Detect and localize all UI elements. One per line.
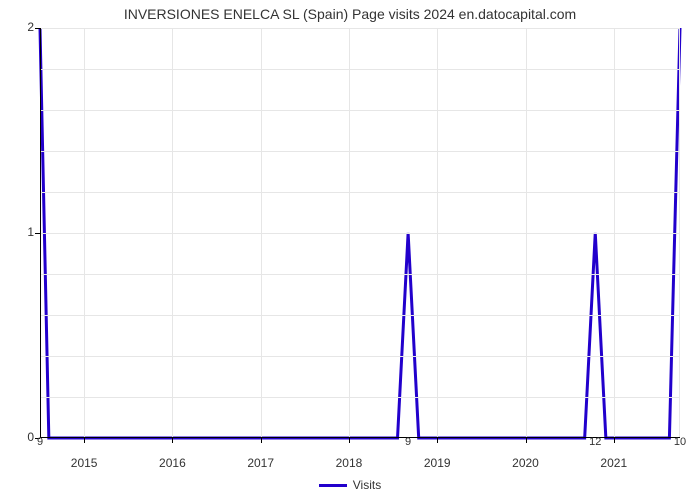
x-tick-label: 2019 [424, 456, 451, 470]
x-tick [261, 438, 262, 443]
x-tick [172, 438, 173, 443]
value-label: 9 [37, 436, 43, 448]
h-grid-minor [40, 356, 680, 357]
x-tick-label: 2018 [336, 456, 363, 470]
value-label: 12 [589, 436, 601, 448]
h-grid-major [40, 233, 680, 234]
x-tick-label: 2016 [159, 456, 186, 470]
h-grid-minor [40, 397, 680, 398]
v-grid [84, 28, 85, 438]
legend: Visits [0, 478, 700, 492]
x-tick [84, 438, 85, 443]
h-grid-minor [40, 110, 680, 111]
plot-border [40, 28, 680, 29]
y-tick-label: 0 [27, 430, 34, 444]
chart-root: INVERSIONES ENELCA SL (Spain) Page visit… [0, 0, 700, 500]
y-tick-label: 2 [27, 20, 34, 34]
value-label: 10 [674, 436, 686, 448]
legend-label: Visits [353, 478, 381, 492]
y-axis [40, 28, 41, 438]
v-grid [614, 28, 615, 438]
x-tick [614, 438, 615, 443]
y-tick-label: 1 [27, 225, 34, 239]
x-tick-label: 2017 [247, 456, 274, 470]
value-label: 9 [405, 436, 411, 448]
x-tick [526, 438, 527, 443]
v-grid [437, 28, 438, 438]
x-tick-label: 2020 [512, 456, 539, 470]
v-grid [261, 28, 262, 438]
h-grid-minor [40, 151, 680, 152]
h-grid-minor [40, 69, 680, 70]
x-axis [40, 437, 680, 438]
v-grid [526, 28, 527, 438]
x-tick [437, 438, 438, 443]
h-grid-minor [40, 192, 680, 193]
h-grid-minor [40, 274, 680, 275]
x-tick-label: 2021 [600, 456, 627, 470]
plot-border [679, 28, 680, 438]
plot-area [40, 28, 680, 438]
v-grid [349, 28, 350, 438]
v-grid [172, 28, 173, 438]
h-grid-minor [40, 315, 680, 316]
x-tick [349, 438, 350, 443]
chart-title: INVERSIONES ENELCA SL (Spain) Page visit… [0, 6, 700, 22]
x-tick-label: 2015 [71, 456, 98, 470]
legend-swatch [319, 484, 347, 487]
